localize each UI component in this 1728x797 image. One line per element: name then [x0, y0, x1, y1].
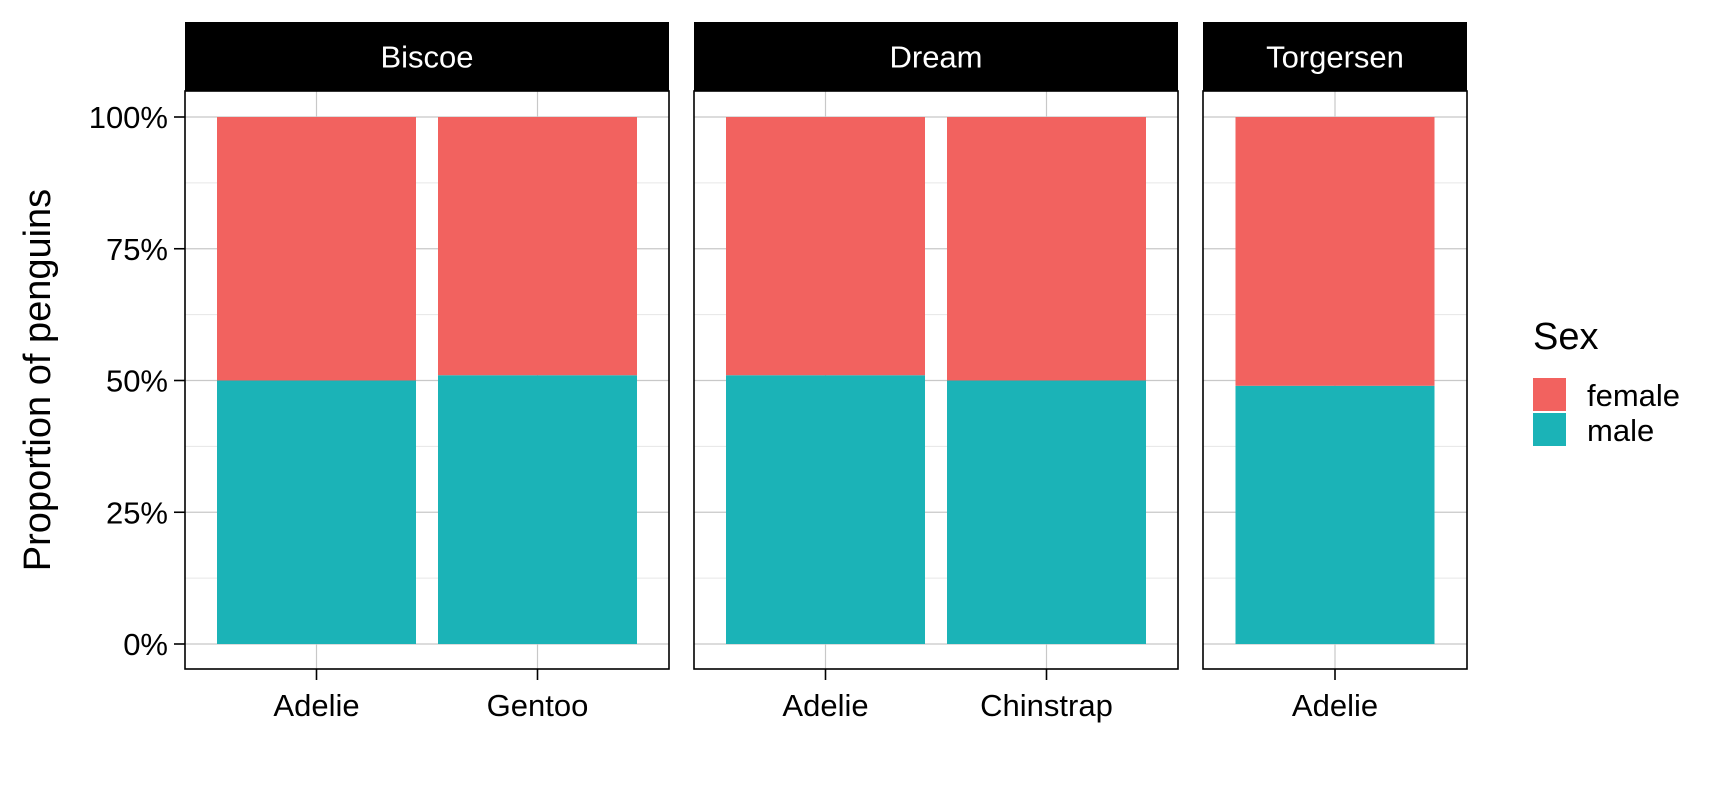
legend-label-female: female: [1587, 378, 1680, 413]
x-tick-label: Adelie: [273, 688, 359, 723]
x-tick-label: Adelie: [782, 688, 868, 723]
y-tick-label: 25%: [106, 495, 168, 530]
facet-panel-dream: Dream Adelie Chinstrap: [693, 22, 1179, 723]
bar-female-adelie: [217, 117, 416, 381]
bar-male-adelie: [1235, 385, 1435, 644]
legend-title: Sex: [1533, 316, 1598, 358]
bar-female-adelie: [1235, 117, 1435, 386]
bar-female-chinstrap: [947, 117, 1146, 381]
facet-strip: [694, 22, 1178, 91]
x-tick-label: Adelie: [1292, 688, 1378, 723]
y-axis-title: Proportion of penguins: [17, 189, 59, 571]
facet-strip: [1203, 22, 1467, 91]
bar-male-gentoo: [438, 375, 637, 644]
legend-key-female: [1533, 378, 1566, 411]
bar-male-chinstrap: [947, 380, 1146, 644]
facet-strip-label: Torgersen: [1266, 40, 1404, 75]
y-tick-label: 0%: [123, 627, 168, 662]
y-tick-label: 75%: [106, 232, 168, 267]
facet-panel-torgersen: Torgersen Adelie: [1202, 22, 1468, 723]
x-tick-label: Chinstrap: [980, 688, 1113, 723]
facet-panel-biscoe: Biscoe Adelie Gentoo: [184, 22, 670, 723]
x-tick-label: Gentoo: [487, 688, 589, 723]
legend-key-male: [1533, 413, 1566, 446]
facet-strip-label: Biscoe: [380, 40, 473, 75]
y-tick-label: 100%: [89, 100, 168, 135]
facet-strip: [185, 22, 669, 91]
bar-male-adelie: [726, 375, 925, 644]
bar-female-gentoo: [438, 117, 637, 376]
bar-male-adelie: [217, 380, 416, 644]
facet-strip-label: Dream: [889, 40, 982, 75]
bar-female-adelie: [726, 117, 925, 376]
y-tick-label: 50%: [106, 364, 168, 399]
legend-label-male: male: [1587, 413, 1654, 448]
